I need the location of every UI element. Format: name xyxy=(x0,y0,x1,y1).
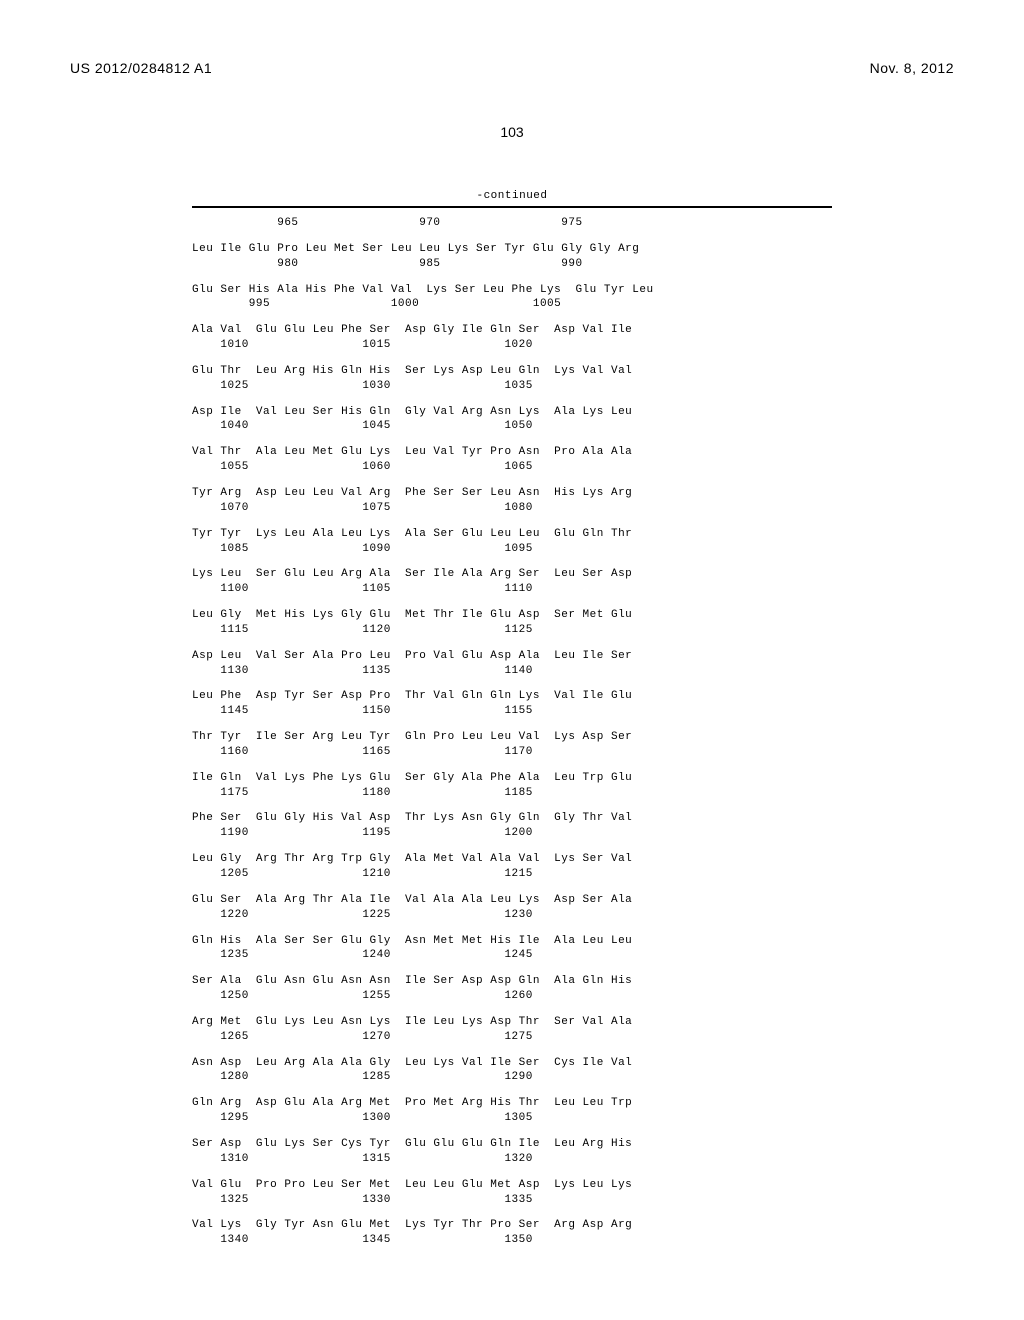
position-line: 1205 1210 1215 xyxy=(192,867,832,882)
amino-acid-line: Leu Gly Met His Lys Gly Glu Met Thr Ile … xyxy=(192,608,832,623)
amino-acid-line: Glu Ser Ala Arg Thr Ala Ile Val Ala Ala … xyxy=(192,893,832,908)
sequence-block: Ile Gln Val Lys Phe Lys Glu Ser Gly Ala … xyxy=(192,771,832,801)
position-line: 1325 1330 1335 xyxy=(192,1193,832,1208)
page-header: US 2012/0284812 A1 Nov. 8, 2012 xyxy=(70,60,954,76)
position-line: 1010 1015 1020 xyxy=(192,338,832,353)
sequence-block: Val Thr Ala Leu Met Glu Lys Leu Val Tyr … xyxy=(192,445,832,475)
sequence-block: Val Glu Pro Pro Leu Ser Met Leu Leu Glu … xyxy=(192,1178,832,1208)
continued-wrapper: -continued xyxy=(192,190,832,202)
sequence-block: Tyr Tyr Lys Leu Ala Leu Lys Ala Ser Glu … xyxy=(192,527,832,557)
position-line: 1085 1090 1095 xyxy=(192,542,832,557)
publication-number: US 2012/0284812 A1 xyxy=(70,60,212,76)
amino-acid-line: Tyr Arg Asp Leu Leu Val Arg Phe Ser Ser … xyxy=(192,486,832,501)
amino-acid-line: Leu Gly Arg Thr Arg Trp Gly Ala Met Val … xyxy=(192,852,832,867)
sequence-block: Ala Val Glu Glu Leu Phe Ser Asp Gly Ile … xyxy=(192,323,832,353)
position-line: 1130 1135 1140 xyxy=(192,664,832,679)
sequence-block: Asp Ile Val Leu Ser His Gln Gly Val Arg … xyxy=(192,405,832,435)
divider-line xyxy=(192,206,832,208)
position-line: 1250 1255 1260 xyxy=(192,989,832,1004)
amino-acid-line: Val Lys Gly Tyr Asn Glu Met Lys Tyr Thr … xyxy=(192,1218,832,1233)
sequence-block: Glu Ser His Ala His Phe Val Val Lys Ser … xyxy=(192,283,832,313)
sequence-block: Glu Ser Ala Arg Thr Ala Ile Val Ala Ala … xyxy=(192,893,832,923)
amino-acid-line: Glu Ser His Ala His Phe Val Val Lys Ser … xyxy=(192,283,832,298)
amino-acid-line: Ser Asp Glu Lys Ser Cys Tyr Glu Glu Glu … xyxy=(192,1137,832,1152)
position-line: 1340 1345 1350 xyxy=(192,1233,832,1248)
amino-acid-line: Glu Thr Leu Arg His Gln His Ser Lys Asp … xyxy=(192,364,832,379)
amino-acid-line: Thr Tyr Ile Ser Arg Leu Tyr Gln Pro Leu … xyxy=(192,730,832,745)
page-number: 103 xyxy=(70,124,954,140)
amino-acid-line: Asp Ile Val Leu Ser His Gln Gly Val Arg … xyxy=(192,405,832,420)
position-line: 1160 1165 1170 xyxy=(192,745,832,760)
sequence-block: Phe Ser Glu Gly His Val Asp Thr Lys Asn … xyxy=(192,811,832,841)
publication-date: Nov. 8, 2012 xyxy=(870,60,954,76)
sequence-block: Leu Gly Arg Thr Arg Trp Gly Ala Met Val … xyxy=(192,852,832,882)
position-line: 1280 1285 1290 xyxy=(192,1070,832,1085)
sequence-block: Glu Thr Leu Arg His Gln His Ser Lys Asp … xyxy=(192,364,832,394)
position-line: 1235 1240 1245 xyxy=(192,948,832,963)
sequence-block: Lys Leu Ser Glu Leu Arg Ala Ser Ile Ala … xyxy=(192,567,832,597)
position-line: 1100 1105 1110 xyxy=(192,582,832,597)
amino-acid-line: Ala Val Glu Glu Leu Phe Ser Asp Gly Ile … xyxy=(192,323,832,338)
sequence-block: Leu Ile Glu Pro Leu Met Ser Leu Leu Lys … xyxy=(192,242,832,272)
sequence-block: 965 970 975 xyxy=(192,216,832,231)
amino-acid-line: Phe Ser Glu Gly His Val Asp Thr Lys Asn … xyxy=(192,811,832,826)
amino-acid-line: Gln His Ala Ser Ser Glu Gly Asn Met Met … xyxy=(192,934,832,949)
sequence-block: Leu Gly Met His Lys Gly Glu Met Thr Ile … xyxy=(192,608,832,638)
position-line: 1295 1300 1305 xyxy=(192,1111,832,1126)
sequence-block: Ser Asp Glu Lys Ser Cys Tyr Glu Glu Glu … xyxy=(192,1137,832,1167)
sequence-block: Gln His Ala Ser Ser Glu Gly Asn Met Met … xyxy=(192,934,832,964)
position-line: 1310 1315 1320 xyxy=(192,1152,832,1167)
position-line: 1040 1045 1050 xyxy=(192,419,832,434)
position-line: 1070 1075 1080 xyxy=(192,501,832,516)
position-line: 1115 1120 1125 xyxy=(192,623,832,638)
sequence-listing: 965 970 975 Leu Ile Glu Pro Leu Met Ser L… xyxy=(192,216,832,1248)
position-line: 1055 1060 1065 xyxy=(192,460,832,475)
amino-acid-line: Leu Phe Asp Tyr Ser Asp Pro Thr Val Gln … xyxy=(192,689,832,704)
amino-acid-line: Ser Ala Glu Asn Glu Asn Asn Ile Ser Asp … xyxy=(192,974,832,989)
position-line: 1175 1180 1185 xyxy=(192,786,832,801)
amino-acid-line: Val Glu Pro Pro Leu Ser Met Leu Leu Glu … xyxy=(192,1178,832,1193)
sequence-block: Asp Leu Val Ser Ala Pro Leu Pro Val Glu … xyxy=(192,649,832,679)
sequence-block: Arg Met Glu Lys Leu Asn Lys Ile Leu Lys … xyxy=(192,1015,832,1045)
position-line: 980 985 990 xyxy=(192,257,832,272)
sequence-block: Val Lys Gly Tyr Asn Glu Met Lys Tyr Thr … xyxy=(192,1218,832,1248)
position-line: 1145 1150 1155 xyxy=(192,704,832,719)
position-line: 995 1000 1005 xyxy=(192,297,832,312)
sequence-block: Leu Phe Asp Tyr Ser Asp Pro Thr Val Gln … xyxy=(192,689,832,719)
sequence-block: Tyr Arg Asp Leu Leu Val Arg Phe Ser Ser … xyxy=(192,486,832,516)
amino-acid-line: Tyr Tyr Lys Leu Ala Leu Lys Ala Ser Glu … xyxy=(192,527,832,542)
amino-acid-line: 965 970 975 xyxy=(192,216,832,231)
sequence-block: Gln Arg Asp Glu Ala Arg Met Pro Met Arg … xyxy=(192,1096,832,1126)
amino-acid-line: Asp Leu Val Ser Ala Pro Leu Pro Val Glu … xyxy=(192,649,832,664)
amino-acid-line: Lys Leu Ser Glu Leu Arg Ala Ser Ile Ala … xyxy=(192,567,832,582)
position-line: 1025 1030 1035 xyxy=(192,379,832,394)
amino-acid-line: Asn Asp Leu Arg Ala Ala Gly Leu Lys Val … xyxy=(192,1056,832,1071)
amino-acid-line: Gln Arg Asp Glu Ala Arg Met Pro Met Arg … xyxy=(192,1096,832,1111)
sequence-block: Asn Asp Leu Arg Ala Ala Gly Leu Lys Val … xyxy=(192,1056,832,1086)
amino-acid-line: Val Thr Ala Leu Met Glu Lys Leu Val Tyr … xyxy=(192,445,832,460)
sequence-block: Thr Tyr Ile Ser Arg Leu Tyr Gln Pro Leu … xyxy=(192,730,832,760)
amino-acid-line: Leu Ile Glu Pro Leu Met Ser Leu Leu Lys … xyxy=(192,242,832,257)
amino-acid-line: Ile Gln Val Lys Phe Lys Glu Ser Gly Ala … xyxy=(192,771,832,786)
sequence-block: Ser Ala Glu Asn Glu Asn Asn Ile Ser Asp … xyxy=(192,974,832,1004)
continued-label: -continued xyxy=(192,190,832,202)
amino-acid-line: Arg Met Glu Lys Leu Asn Lys Ile Leu Lys … xyxy=(192,1015,832,1030)
position-line: 1190 1195 1200 xyxy=(192,826,832,841)
position-line: 1265 1270 1275 xyxy=(192,1030,832,1045)
position-line: 1220 1225 1230 xyxy=(192,908,832,923)
